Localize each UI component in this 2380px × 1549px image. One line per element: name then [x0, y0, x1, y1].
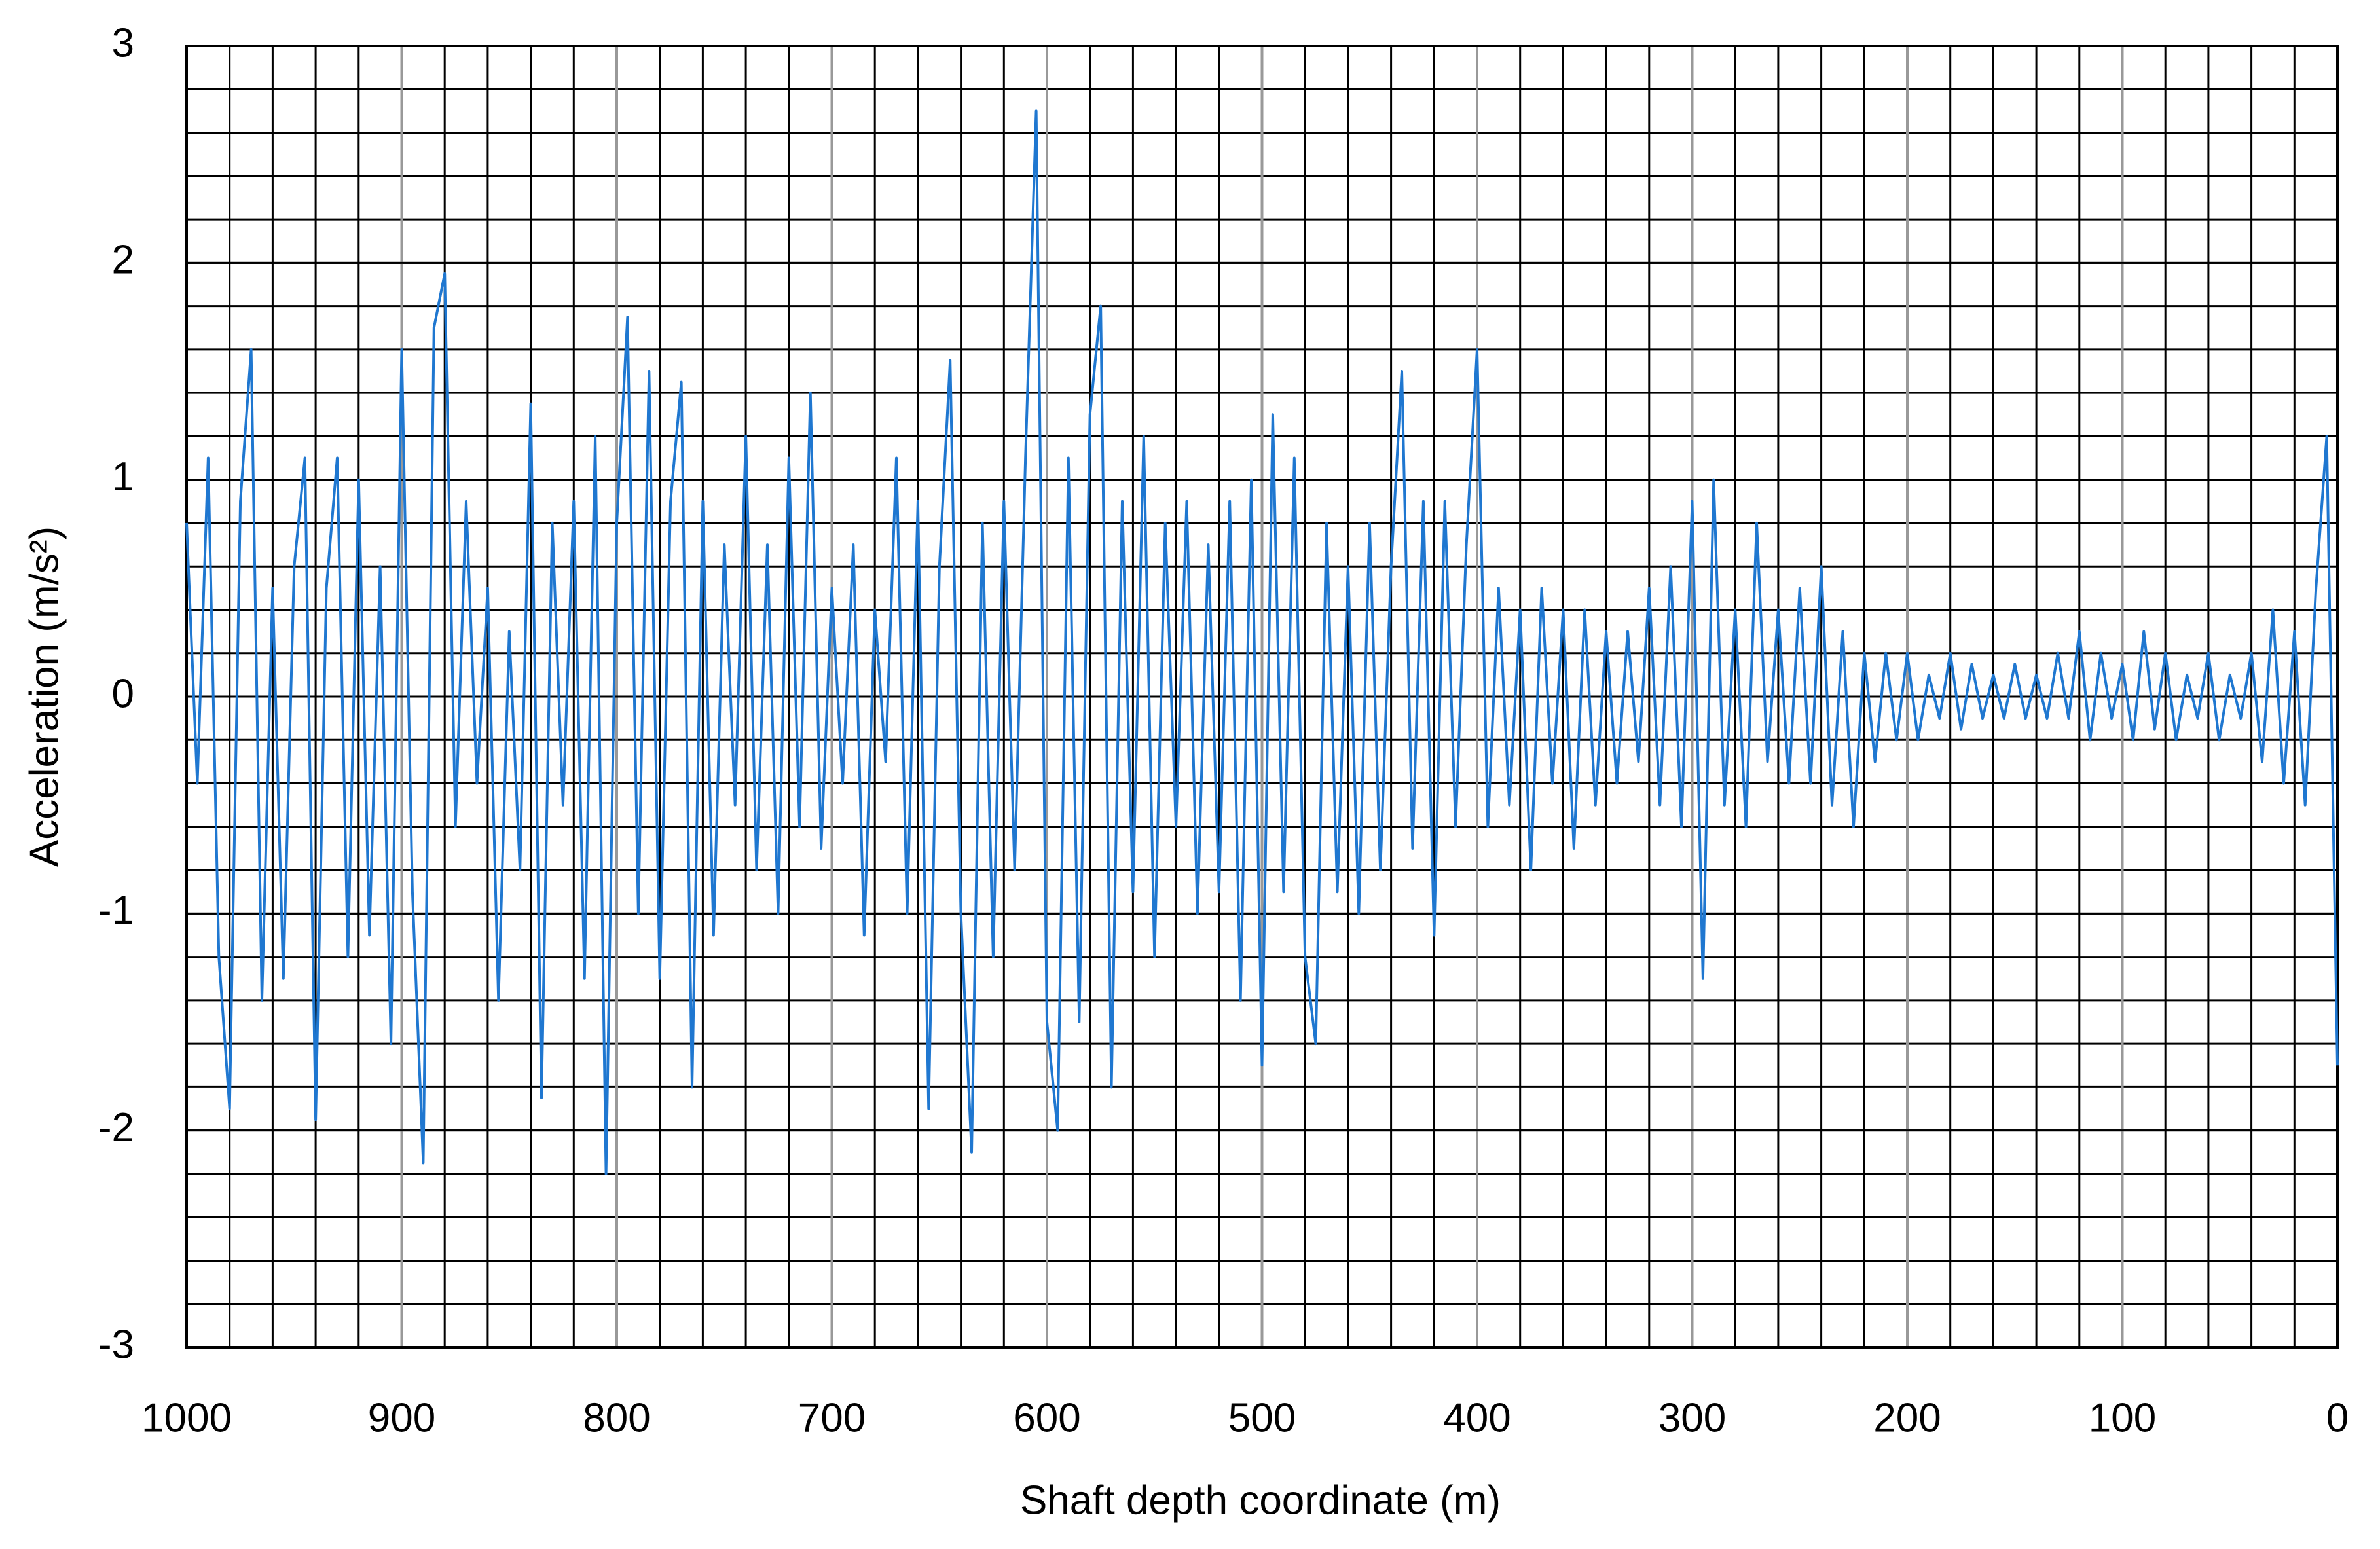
y-tick-label: 1 [112, 454, 134, 500]
x-tick-label: 700 [798, 1395, 866, 1440]
y-tick-label: 0 [112, 671, 134, 716]
x-tick-label: 500 [1228, 1395, 1296, 1440]
x-tick-label: 300 [1658, 1395, 1726, 1440]
y-tick-label: -1 [98, 888, 134, 934]
plot-frame [185, 45, 2339, 1349]
x-tick-label: 0 [2326, 1395, 2349, 1440]
x-tick-label: 900 [368, 1395, 435, 1440]
y-tick-label: 3 [112, 20, 134, 65]
x-tick-label: 1000 [141, 1395, 232, 1440]
x-axis-title: Shaft depth coordinate (m) [1020, 1478, 1501, 1523]
x-tick-label: 100 [2089, 1395, 2156, 1440]
y-tick-label: -2 [98, 1105, 134, 1150]
data-line [185, 109, 2339, 1175]
y-tick-label: -3 [98, 1322, 134, 1367]
x-tick-label: 400 [1443, 1395, 1510, 1440]
y-tick-label: 2 [112, 238, 134, 283]
y-axis-title: Acceleration (m/s²) [22, 526, 67, 867]
x-tick-label: 800 [583, 1395, 650, 1440]
x-tick-label: 200 [1873, 1395, 1941, 1440]
x-tick-label: 600 [1013, 1395, 1080, 1440]
